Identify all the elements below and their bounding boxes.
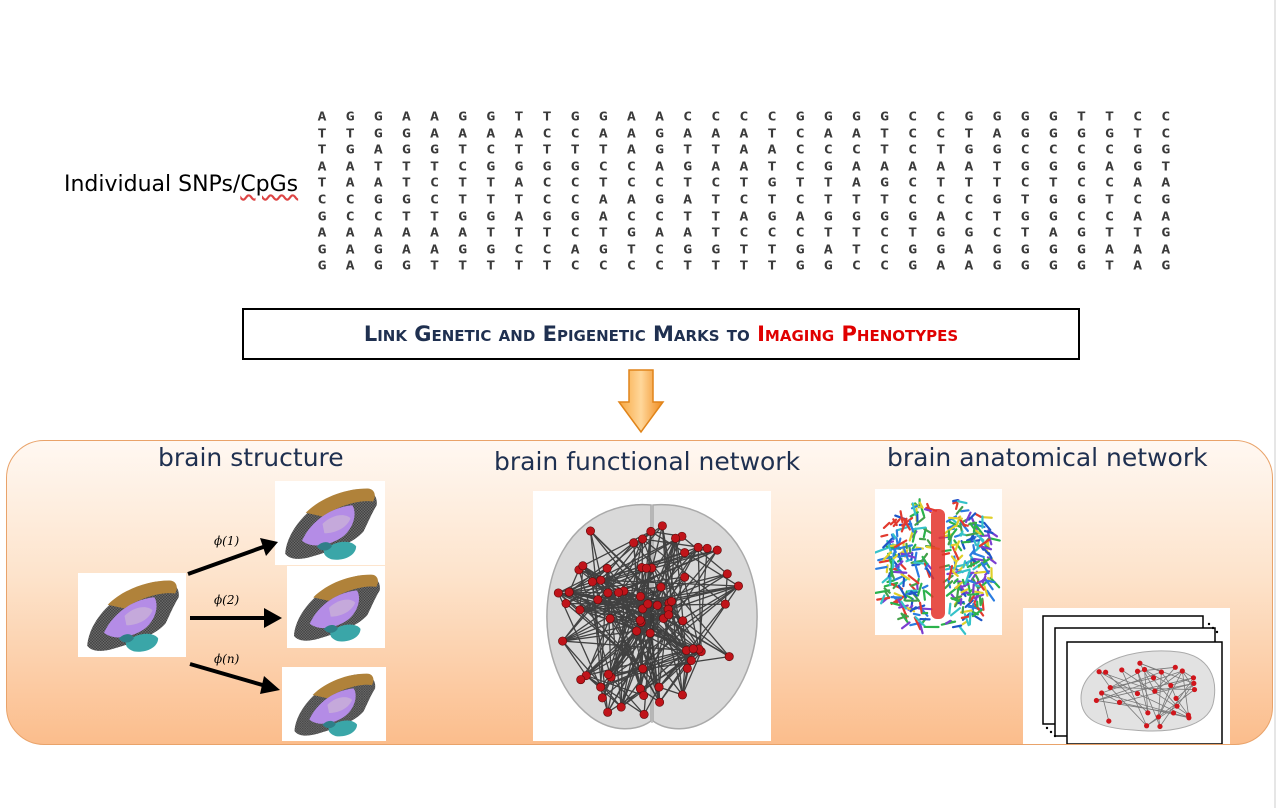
link-heading: Link Genetic and Epigenetic Marks to Ima… [364,322,958,346]
link-heading-box: Link Genetic and Epigenetic Marks to Ima… [242,308,1080,360]
phi-label-2: ϕ(2) [214,593,240,607]
link-heading-red: Imaging Phenotypes [757,322,959,346]
snp-label: Individual SNPs/CpGs [64,172,299,197]
transform-arrows [187,538,282,694]
brain-structure-source-image [78,573,186,657]
brain-structure-target-image-3 [282,667,386,741]
tractography-image [874,489,1002,635]
down-arrow-icon [617,369,665,434]
link-heading-dark: Link Genetic and Epigenetic Marks to [363,322,758,346]
brain-structure-target-image-1 [275,481,385,565]
page-edge-rule [1274,0,1276,808]
brain-functional-network-image [533,491,771,741]
cpgs-underlined: CpGs [240,172,299,197]
brain-structure-title: brain structure [158,443,344,472]
brain-anatomical-network-title: brain anatomical network [887,443,1208,472]
stacked-connectome-image [1023,608,1230,745]
brain-structure-target-image-2 [287,566,385,648]
phi-label-1: ϕ(1) [214,534,240,548]
phi-label-n: ϕ(n) [214,652,240,666]
brain-functional-network-title: brain functional network [494,447,801,476]
